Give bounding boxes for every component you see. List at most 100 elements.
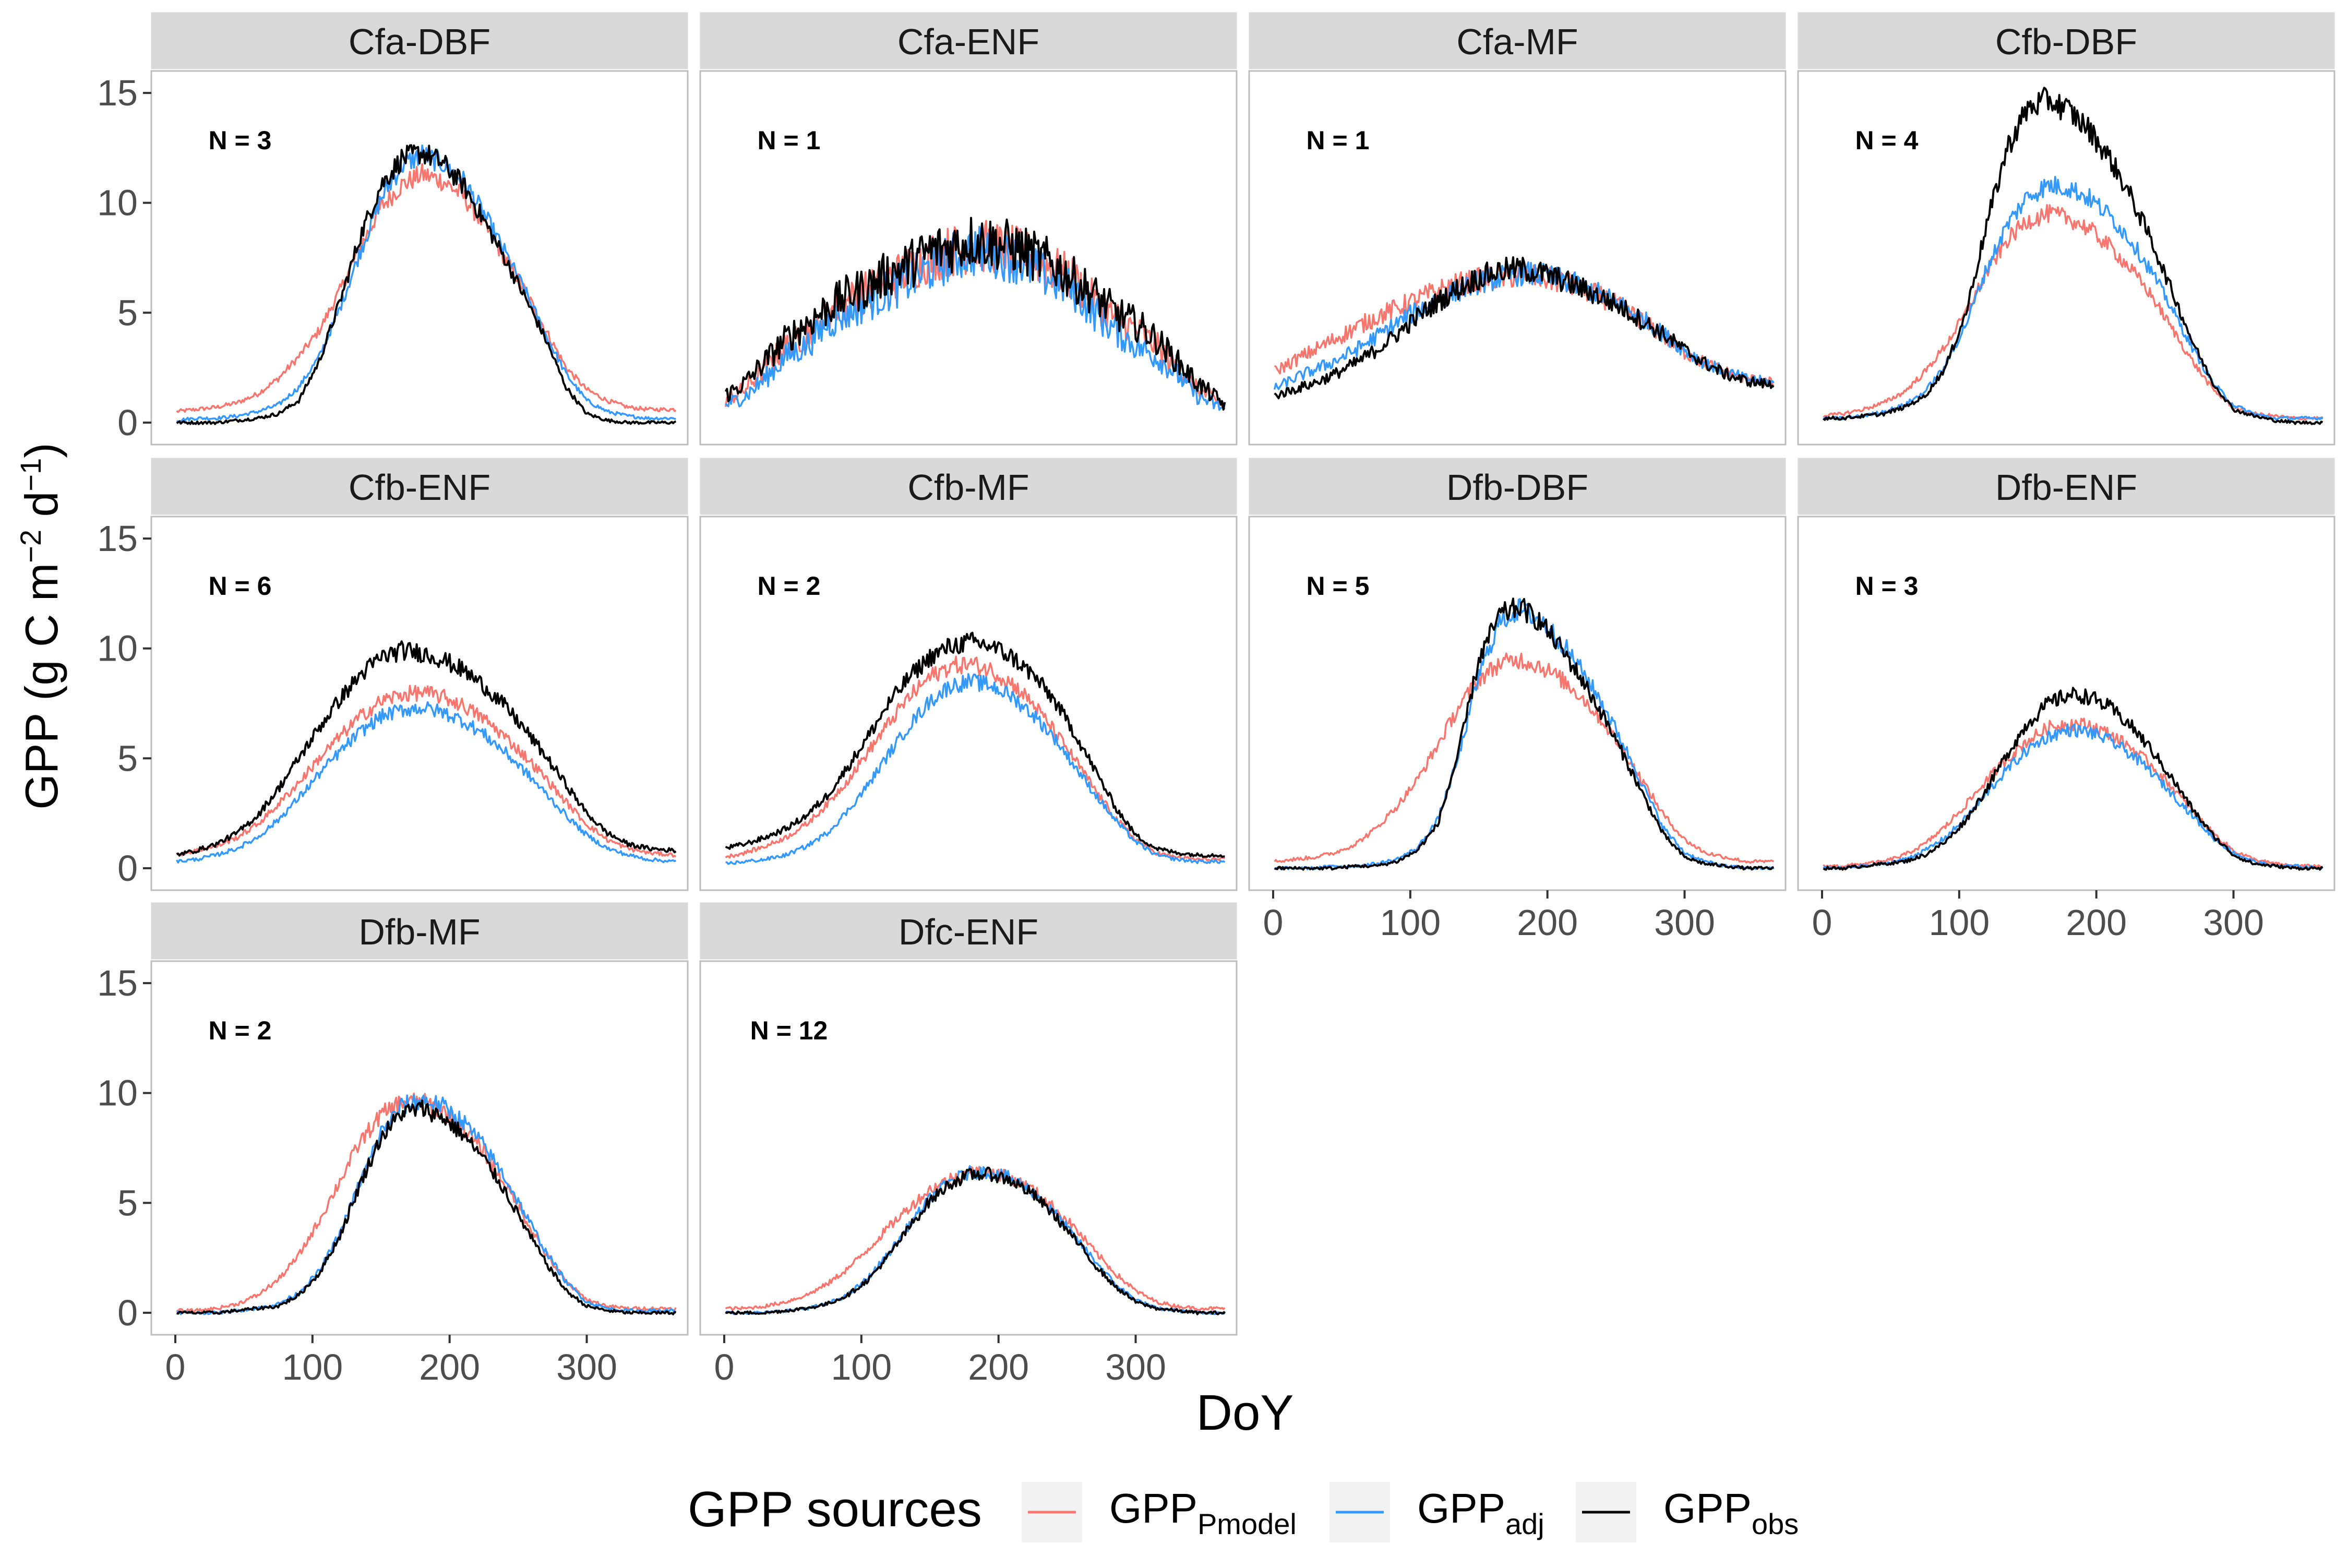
x-tick-label: 0 — [1263, 902, 1284, 943]
x-tick-label: 200 — [419, 1347, 480, 1387]
facet-panel: Cfb-DBF N = 4 — [1797, 12, 2335, 446]
series-line-obs — [176, 1099, 677, 1315]
x-tick-label: 300 — [1654, 902, 1715, 943]
y-tick-label: 10 — [97, 628, 138, 669]
x-tick-label: 100 — [1928, 902, 1990, 943]
facet-strip — [1798, 458, 2335, 515]
series-line-adj — [1823, 176, 2323, 421]
n-label: N = 1 — [758, 126, 821, 155]
legend-label-sub: obs — [1752, 1507, 1799, 1540]
series-line-pmodel — [1274, 652, 1775, 864]
n-label: N = 2 — [209, 1016, 272, 1045]
series-line-obs — [1274, 597, 1775, 871]
y-tick-label: 15 — [97, 518, 138, 559]
facet-panel: Dfb-MF N = 2 0 5 10 15 0 100 200 300 — [97, 902, 689, 1387]
facet-strip — [700, 458, 1237, 515]
legend-label-sub: Pmodel — [1197, 1507, 1297, 1540]
facet-label: Cfa-MF — [1456, 21, 1578, 62]
legend-label-base: GPP — [1109, 1485, 1197, 1531]
panel-border — [150, 960, 689, 1336]
facet-strip — [151, 902, 688, 960]
facet-label: Cfa-ENF — [897, 21, 1039, 62]
series-line-adj — [176, 145, 676, 423]
facet-strip — [151, 12, 688, 69]
y-tick-label: 5 — [117, 292, 138, 333]
panel-border — [1248, 70, 1787, 446]
series-line-pmodel — [176, 685, 677, 858]
x-tick-label: 0 — [714, 1347, 735, 1387]
series-line-obs — [724, 217, 1226, 411]
facet-panel: Dfb-DBF N = 5 0 100 200 300 — [1248, 458, 1787, 943]
n-label: N = 1 — [1307, 126, 1370, 155]
facet-panel: Cfa-DBF N = 3 0 5 10 15 — [97, 12, 689, 446]
facet-panel: Cfa-ENF N = 1 — [699, 12, 1238, 446]
y-axis-title-part: GPP (g C m — [16, 563, 67, 810]
facet-label: Cfa-DBF — [349, 21, 490, 62]
legend-label-base: GPP — [1663, 1485, 1752, 1531]
y-axis-title: GPP (g C m−2 d−1) — [14, 442, 67, 809]
series-line-pmodel — [176, 163, 677, 413]
facet-label: Dfb-MF — [358, 912, 480, 952]
facet-strip — [1249, 458, 1786, 515]
series-line-obs — [1823, 687, 2323, 871]
x-tick-label: 200 — [2066, 902, 2127, 943]
x-tick-label: 300 — [1105, 1347, 1166, 1387]
series-line-pmodel — [1823, 717, 2323, 869]
series-line-obs — [176, 144, 677, 425]
facet-strip — [151, 458, 688, 515]
legend-label: GPPobs — [1663, 1485, 1799, 1540]
y-axis-title-part: −2 — [14, 530, 47, 563]
series-line-obs — [176, 640, 677, 857]
facet-panel: Dfc-ENF N = 12 0 100 200 300 — [699, 902, 1238, 1387]
x-axis-title: DoY — [1196, 1385, 1294, 1441]
series-line-obs — [1274, 256, 1775, 400]
y-tick-label: 0 — [117, 848, 138, 889]
x-tick-label: 200 — [1517, 902, 1578, 943]
panel-border — [1797, 70, 2335, 446]
y-tick-label: 5 — [117, 1182, 138, 1223]
series-line-obs — [725, 631, 1225, 858]
panel-border — [1797, 516, 2335, 891]
series-line-adj — [1823, 723, 2323, 870]
x-tick-label: 100 — [831, 1347, 892, 1387]
series-line-adj — [725, 673, 1226, 865]
n-label: N = 4 — [1855, 126, 1919, 155]
y-tick-label: 0 — [117, 402, 138, 443]
x-tick-label: 300 — [556, 1347, 617, 1387]
facet-label: Dfc-ENF — [899, 912, 1038, 952]
facet-label: Dfb-DBF — [1446, 467, 1588, 508]
panel-border — [699, 960, 1238, 1336]
y-tick-label: 10 — [97, 1073, 138, 1114]
facet-panel: Cfb-MF N = 2 — [699, 458, 1238, 891]
facet-strip — [1798, 12, 2335, 69]
legend-label: GPPadj — [1417, 1485, 1544, 1540]
n-label: N = 5 — [1307, 571, 1370, 601]
facet-label: Dfb-ENF — [1995, 467, 2137, 508]
facet-panel: Cfb-ENF N = 6 0 5 10 15 — [97, 458, 689, 891]
series-line-obs — [725, 1166, 1226, 1315]
facet-strip — [700, 902, 1237, 960]
facet-strip — [700, 12, 1237, 69]
panel-border — [150, 70, 689, 446]
legend-label-base: GPP — [1417, 1485, 1505, 1531]
legend-label-sub: adj — [1505, 1507, 1544, 1540]
y-tick-label: 15 — [97, 73, 138, 113]
facet-label: Cfb-ENF — [349, 467, 490, 508]
facet-label: Cfb-DBF — [1995, 21, 2137, 62]
n-label: N = 2 — [758, 571, 821, 601]
n-label: N = 6 — [209, 571, 272, 601]
y-tick-label: 5 — [117, 738, 138, 779]
x-tick-label: 300 — [2203, 902, 2264, 943]
series-line-adj — [725, 225, 1226, 411]
legend-title: GPP sources — [688, 1481, 982, 1537]
y-axis-title-part: −1 — [14, 458, 47, 492]
series-line-obs — [1823, 87, 2323, 425]
facet-strip — [1249, 12, 1786, 69]
series-line-adj — [176, 701, 677, 864]
n-label: N = 3 — [209, 126, 272, 155]
x-tick-label: 100 — [1380, 902, 1441, 943]
y-tick-label: 15 — [97, 963, 138, 1003]
x-tick-label: 0 — [1812, 902, 1832, 943]
